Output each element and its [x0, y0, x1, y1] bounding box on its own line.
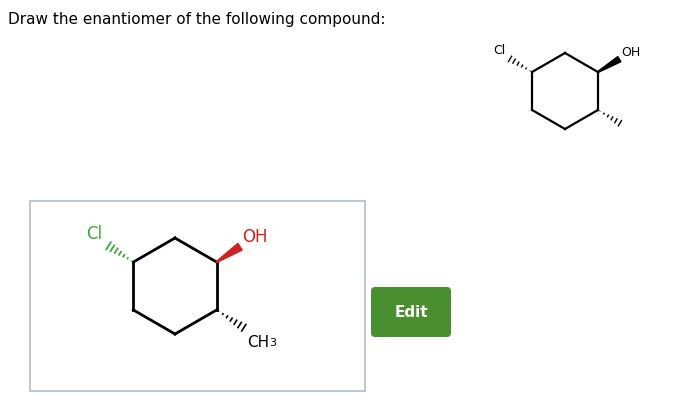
Text: Draw the enantiomer of the following compound:: Draw the enantiomer of the following com… — [8, 12, 386, 27]
Text: OH: OH — [242, 227, 267, 245]
Text: CH: CH — [247, 334, 269, 349]
Text: OH: OH — [622, 46, 640, 59]
Polygon shape — [216, 244, 242, 263]
FancyBboxPatch shape — [371, 287, 451, 337]
Polygon shape — [598, 57, 621, 73]
Text: Cl: Cl — [87, 224, 103, 242]
Text: 3: 3 — [269, 337, 276, 347]
Text: Edit: Edit — [394, 305, 428, 320]
FancyBboxPatch shape — [30, 201, 365, 391]
Text: Cl: Cl — [493, 43, 505, 57]
